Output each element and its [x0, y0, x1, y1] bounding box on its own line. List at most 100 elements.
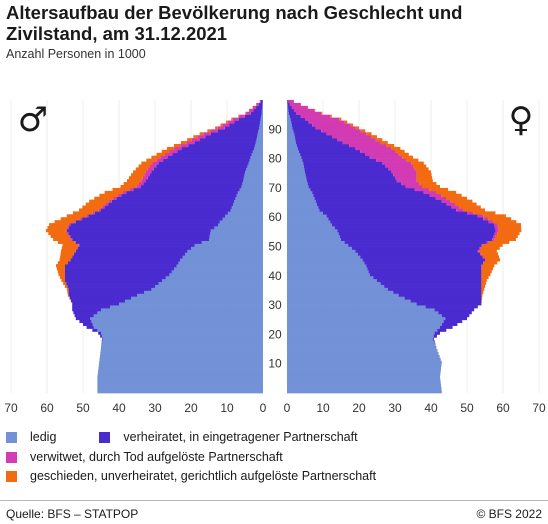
bar-female-ledig [287, 278, 377, 283]
bar-male-ledig [209, 234, 263, 239]
bar-male-geschieden [187, 138, 192, 142]
bar-male-verheiratet [68, 290, 145, 294]
bar-male-ledig [218, 223, 263, 227]
bar-male-ledig [162, 278, 263, 283]
bar-female-ledig [287, 343, 436, 347]
bar-male-verwitwet [65, 228, 67, 233]
bar-male-geschieden [89, 199, 109, 203]
bar-male-verheiratet [260, 100, 263, 104]
bar-female-verwitwet [355, 146, 392, 151]
bar-male-ledig [236, 193, 263, 198]
bar-female-ledig [287, 102, 288, 107]
bar-female-verheiratet [308, 185, 406, 189]
bar-female-verheiratet [295, 138, 338, 142]
bar-male-verwitwet [169, 149, 178, 154]
bar-female-ledig [287, 196, 315, 200]
bar-male-geschieden [133, 170, 146, 174]
bar-male-ledig [92, 322, 263, 326]
bar-male-verwitwet [105, 202, 109, 206]
x-tick-label-female: 60 [496, 401, 510, 415]
bar-male-verwitwet [186, 141, 195, 145]
bar-female-geschieden [455, 202, 477, 206]
bar-female-verwitwet [308, 120, 345, 124]
bar-female-geschieden [416, 170, 431, 174]
bar-female-ledig [287, 258, 363, 262]
age-tick-label: 50 [268, 240, 282, 254]
bar-male-geschieden [54, 220, 75, 224]
bar-female-geschieden [391, 146, 401, 151]
chart-subtitle: Anzahl Personen in 1000 [6, 47, 146, 61]
bar-male-ledig [93, 313, 263, 318]
bar-male-ledig [137, 293, 263, 297]
bar-female-ledig [287, 152, 301, 157]
bar-male-verwitwet [246, 111, 251, 115]
bar-male-verheiratet [188, 143, 255, 148]
x-tick-label-male: 30 [148, 401, 162, 415]
bar-male-verheiratet [104, 205, 232, 209]
bar-male-ledig [257, 135, 263, 139]
bar-male-geschieden [47, 226, 68, 230]
bar-female-verwitwet [423, 190, 437, 195]
bar-female-ledig [287, 310, 439, 315]
bar-female-verwitwet [288, 100, 294, 104]
bar-female-verheiratet [303, 164, 386, 168]
bar-female-geschieden [483, 261, 498, 265]
x-tick-label-female: 30 [388, 401, 402, 415]
bar-female-geschieden [344, 120, 348, 124]
bar-female-verheiratet [326, 214, 478, 218]
bar-female-ledig [287, 369, 441, 373]
bar-male-ledig [233, 202, 263, 206]
bar-male-geschieden [62, 243, 79, 247]
bar-female-ledig [287, 352, 439, 356]
age-tick-label: 30 [268, 298, 282, 312]
bar-female-verheiratet [416, 302, 482, 306]
bar-male-geschieden [61, 246, 78, 250]
bar-male-verheiratet [72, 302, 119, 306]
bar-male-ledig [100, 352, 263, 356]
bar-female-ledig [287, 308, 435, 312]
bar-female-ledig [287, 357, 441, 362]
bar-female-geschieden [497, 223, 521, 227]
bar-female-ledig [287, 354, 440, 359]
bar-female-ledig [287, 290, 394, 294]
bar-male-ledig [252, 149, 263, 154]
bar-female-ledig [287, 337, 433, 341]
bar-female-verheiratet [341, 237, 493, 241]
bar-female-ledig [287, 322, 442, 326]
bar-male-ledig [98, 369, 264, 373]
bar-female-geschieden [386, 143, 395, 148]
bar-female-ledig [287, 264, 367, 268]
bar-male-verwitwet [78, 243, 80, 247]
bar-male-ledig [99, 360, 263, 365]
bar-male-ledig [243, 176, 263, 180]
bar-male-geschieden [82, 205, 103, 209]
bar-female-geschieden [321, 111, 323, 115]
bar-male-geschieden [56, 264, 65, 268]
bar-male-geschieden [193, 135, 198, 139]
bar-female-verheiratet [357, 252, 481, 256]
bar-female-verheiratet [319, 208, 457, 212]
bar-male-ledig [97, 372, 263, 376]
bar-male-verwitwet [118, 193, 122, 198]
bar-female-verheiratet [443, 319, 463, 324]
bar-female-geschieden [398, 152, 409, 157]
bar-male-verheiratet [200, 138, 257, 142]
bar-male-verwitwet [239, 114, 245, 118]
bar-female-ledig [287, 105, 289, 110]
bar-male-verwitwet [191, 138, 200, 142]
bar-male-verwitwet [136, 185, 141, 189]
bar-female-geschieden [473, 211, 496, 215]
bar-male-verheiratet [167, 155, 251, 159]
bar-female-verwitwet [483, 217, 489, 221]
bar-male-verwitwet [152, 161, 159, 165]
bar-female-geschieden [314, 108, 316, 113]
age-tick-label: 10 [268, 357, 282, 371]
bar-male-verheiratet [65, 269, 172, 274]
bar-male-ledig [98, 366, 263, 370]
bar-male-verheiratet [68, 293, 137, 297]
bar-male-geschieden [59, 258, 71, 262]
bar-female-verheiratet [313, 193, 430, 198]
bar-female-verheiratet [362, 258, 485, 262]
bar-male-verheiratet [163, 158, 250, 162]
bar-female-geschieden [498, 228, 522, 233]
